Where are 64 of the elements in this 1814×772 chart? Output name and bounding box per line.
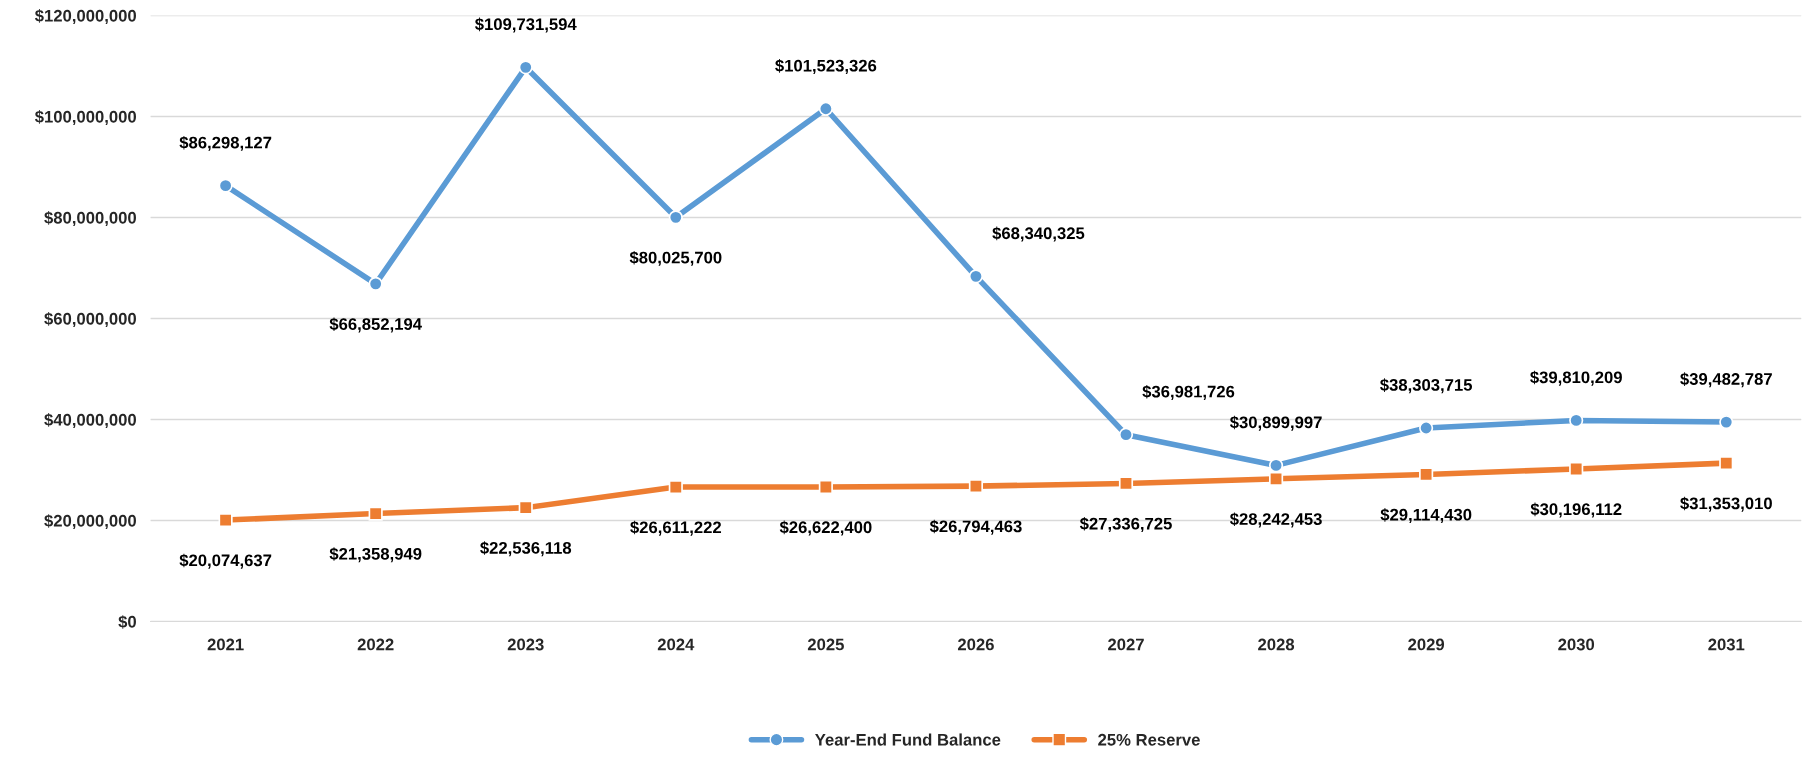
data-label: $26,622,400 bbox=[779, 520, 872, 536]
data-label: $26,794,463 bbox=[929, 519, 1022, 535]
data-label: $21,358,949 bbox=[329, 547, 422, 563]
point bbox=[1268, 458, 1284, 473]
data-label: $39,482,787 bbox=[1680, 372, 1772, 388]
data-label: $22,536,118 bbox=[480, 541, 572, 557]
legend-label: Year-End Fund Balance bbox=[815, 733, 1001, 746]
point bbox=[218, 512, 233, 528]
y-tick-label: $100,000,000 bbox=[34, 110, 136, 126]
data-label: $109,731,594 bbox=[474, 17, 577, 33]
point bbox=[1419, 467, 1434, 482]
data-label: $30,196,112 bbox=[1530, 502, 1622, 518]
point bbox=[368, 276, 383, 291]
point bbox=[218, 178, 233, 193]
point bbox=[1268, 471, 1284, 486]
x-tick-label: 2030 bbox=[1558, 638, 1595, 651]
data-label: $31,353,010 bbox=[1680, 496, 1772, 512]
x-tick-label: 2024 bbox=[657, 638, 695, 651]
data-label: $38,303,715 bbox=[1380, 378, 1473, 394]
point bbox=[1419, 420, 1434, 436]
point bbox=[818, 479, 833, 495]
y-tick-label: $40,000,000 bbox=[44, 413, 136, 429]
point bbox=[1118, 427, 1134, 442]
data-label: $20,074,637 bbox=[179, 553, 272, 569]
point bbox=[818, 101, 833, 116]
x-tick-label: 2021 bbox=[207, 638, 244, 651]
point bbox=[968, 479, 984, 494]
x-tick-label: 2023 bbox=[507, 638, 544, 651]
x-tick-label: 2025 bbox=[807, 638, 844, 651]
point bbox=[368, 506, 383, 521]
data-label: $86,298,127 bbox=[179, 135, 272, 151]
data-label: $80,025,700 bbox=[629, 250, 722, 266]
y-tick-label: $120,000,000 bbox=[34, 9, 136, 25]
data-label: $30,899,997 bbox=[1229, 415, 1322, 431]
point bbox=[518, 60, 533, 75]
data-label: $28,242,453 bbox=[1229, 512, 1322, 528]
point bbox=[1719, 456, 1734, 471]
x-tick-label: 2028 bbox=[1258, 638, 1295, 651]
data-label: $26,611,222 bbox=[630, 520, 722, 536]
x-tick-label: 2029 bbox=[1408, 638, 1445, 651]
x-tick-label: 2031 bbox=[1708, 638, 1745, 651]
data-label: $68,340,325 bbox=[992, 226, 1085, 242]
y-tick-label: $60,000,000 bbox=[44, 312, 136, 328]
point bbox=[668, 479, 683, 495]
point bbox=[1569, 413, 1584, 428]
point bbox=[1719, 414, 1734, 430]
y-tick-label: $80,000,000 bbox=[44, 211, 136, 227]
point bbox=[1569, 461, 1584, 477]
data-label: $29,114,430 bbox=[1380, 508, 1472, 523]
x-tick-label: 2022 bbox=[357, 638, 394, 651]
point bbox=[968, 269, 984, 284]
y-tick-label: $20,000,000 bbox=[44, 514, 136, 530]
data-label: $66,852,194 bbox=[329, 317, 422, 333]
x-tick-label: 2026 bbox=[957, 638, 994, 651]
point bbox=[668, 210, 683, 225]
data-label: $36,981,726 bbox=[1142, 384, 1235, 400]
y-tick-label: $0 bbox=[118, 615, 136, 629]
point bbox=[518, 500, 533, 515]
legend-label: 25% Reserve bbox=[1098, 733, 1200, 746]
data-label: $27,336,725 bbox=[1079, 517, 1172, 532]
point bbox=[1118, 476, 1134, 491]
x-tick-label: 2027 bbox=[1108, 638, 1144, 651]
data-label: $39,810,209 bbox=[1530, 370, 1622, 386]
data-label: $101,523,326 bbox=[775, 59, 877, 74]
